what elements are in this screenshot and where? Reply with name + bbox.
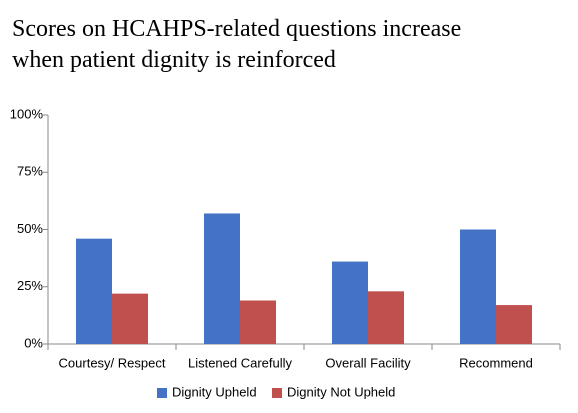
bar: [496, 305, 532, 344]
bar: [204, 213, 240, 344]
x-tick-label: Courtesy/ Respect: [59, 355, 166, 370]
chart-title: Scores on HCAHPS-related questions incre…: [12, 16, 462, 73]
x-tick-label: Listened Carefully: [188, 355, 293, 370]
legend-label: Dignity Upheld: [172, 384, 257, 399]
y-tick-label: 25%: [17, 278, 43, 293]
bar: [332, 261, 368, 344]
bar: [240, 300, 276, 344]
bar: [368, 291, 404, 344]
bar: [76, 238, 112, 344]
y-tick-label: 75%: [17, 164, 43, 179]
x-tick-label: Overall Facility: [325, 355, 411, 370]
bar: [460, 229, 496, 344]
x-tick-label: Recommend: [459, 355, 533, 370]
bar: [112, 293, 148, 344]
legend-label: Dignity Not Upheld: [287, 384, 395, 399]
y-tick-label: 100%: [10, 106, 44, 121]
legend-swatch: [157, 388, 167, 398]
y-tick-label: 50%: [17, 221, 43, 236]
y-tick-label: 0%: [24, 335, 43, 350]
legend-swatch: [272, 388, 282, 398]
